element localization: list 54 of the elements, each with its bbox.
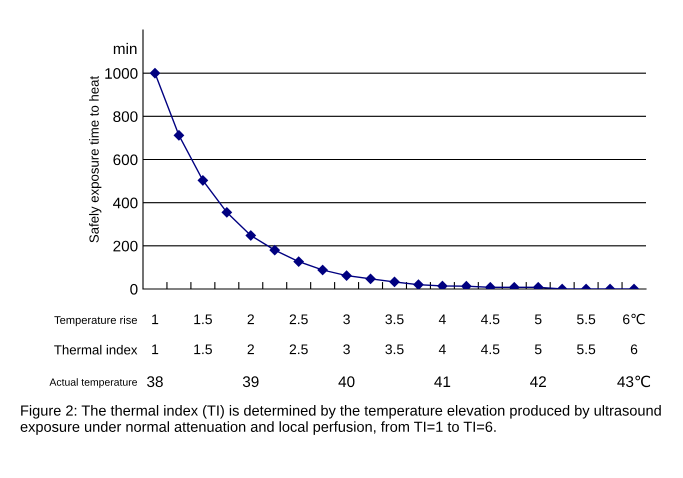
point [174, 130, 184, 140]
text: 40 [338, 376, 354, 388]
point [150, 68, 160, 78]
x-tick-label: 3 [343, 344, 350, 354]
y-tick-label: 0 [130, 284, 138, 295]
text: 43℃ [617, 376, 650, 388]
x2-tick-label: 5 [534, 314, 542, 324]
x-tick-label: 2 [248, 344, 254, 354]
y-tick-label: 200 [113, 240, 138, 252]
point [341, 270, 352, 281]
x-tick-label: 4 [438, 344, 446, 354]
point [246, 230, 256, 241]
x-tick-label: 5 [534, 344, 542, 354]
x-tick-label: 2.5 [290, 344, 308, 354]
x2-tick-label: 3 [343, 314, 350, 324]
x2-tick-label: 3.5 [385, 314, 404, 324]
text: 39 [242, 376, 259, 388]
y-tick-label: 400 [113, 198, 138, 208]
point [365, 274, 376, 284]
text: min [114, 42, 136, 54]
y-tick-label: 1000 [105, 68, 138, 79]
text: Actual temperature [49, 378, 137, 388]
y-tick-label: 600 [113, 154, 138, 166]
text: 41 [434, 376, 450, 387]
x2-tick-label: 4 [438, 314, 446, 324]
text: 38 [147, 376, 163, 388]
x-tick-label: 3.5 [385, 344, 404, 354]
point [389, 276, 400, 287]
x2-axis-title: Temperature rise [54, 316, 137, 326]
x-tick-label: 1.5 [194, 344, 212, 354]
x-tick-label: 1 [152, 344, 158, 354]
x2-tick-label: 5.5 [577, 314, 596, 324]
text: 42 [530, 376, 546, 387]
point [198, 175, 208, 186]
point [318, 264, 328, 276]
point [437, 280, 448, 289]
x2-tick-label: 1 [152, 314, 158, 324]
x-axis-title: Thermal index [54, 344, 138, 355]
point [270, 245, 280, 256]
y-axis-title: Safely exposure time to heat [89, 76, 102, 243]
point [222, 207, 232, 218]
y-tick-label: 800 [113, 111, 138, 122]
x-tick-label: 6 [630, 344, 638, 354]
x2-tick-label: 4.5 [480, 314, 500, 324]
caption: Figure 2: The thermal index (TI) is determined by the temperature elevation produced by ultrasound exposure under normal attenuation and local perfusion, from TI=1 to TI=6. [20, 405, 661, 435]
x-tick-label: 5.5 [577, 344, 596, 354]
point [294, 256, 304, 267]
point [413, 280, 424, 289]
x-tick-label: 4.5 [480, 344, 500, 354]
point [461, 281, 472, 289]
x2-tick-label: 2 [248, 314, 254, 324]
x2-tick-label: 6℃ [623, 314, 645, 324]
x2-tick-label: 1.5 [194, 314, 212, 324]
x2-tick-label: 2.5 [290, 314, 308, 324]
